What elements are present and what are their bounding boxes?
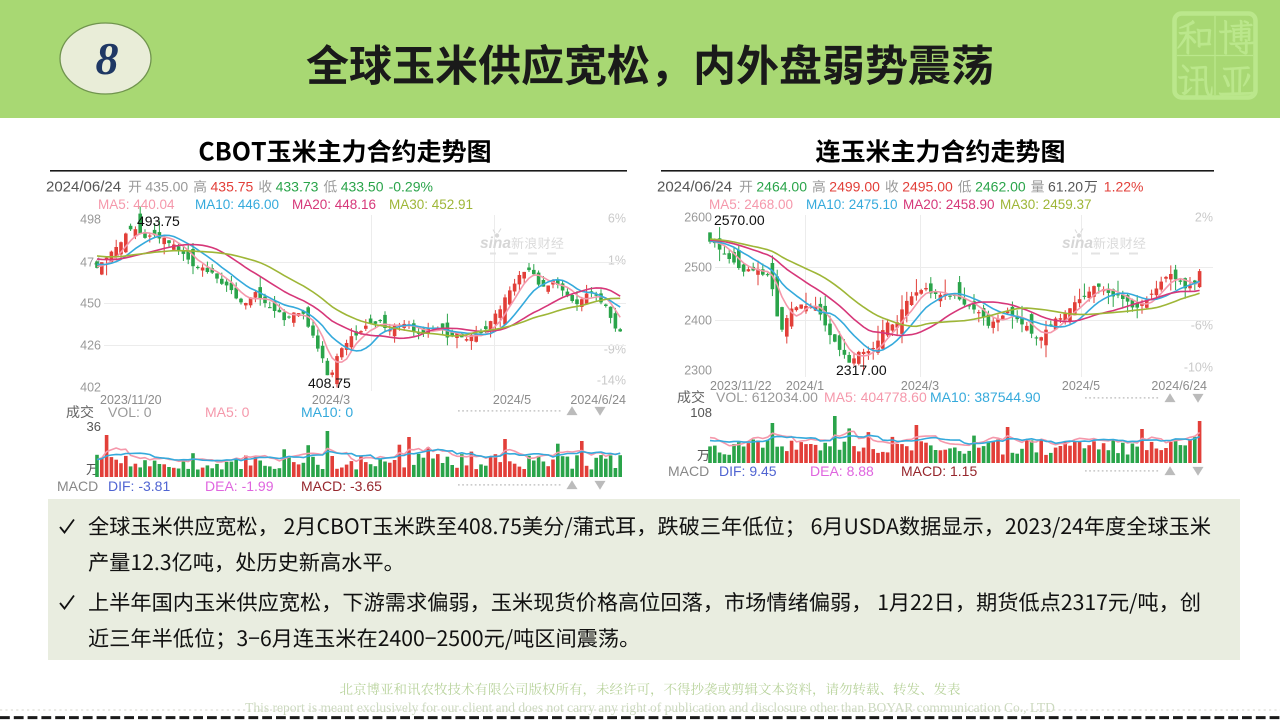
svg-text:MA10: 446.00: MA10: 446.00 xyxy=(195,197,279,212)
svg-text:MA10: 387544.90: MA10: 387544.90 xyxy=(930,389,1041,405)
svg-text:MACD: MACD xyxy=(57,478,98,494)
svg-text:This report is meant exclusive: This report is meant exclusively for our… xyxy=(245,700,1055,715)
svg-text:426: 426 xyxy=(80,339,101,353)
svg-text:2024/1: 2024/1 xyxy=(786,379,824,393)
svg-text:402: 402 xyxy=(80,381,101,395)
svg-text:2023/11/20: 2023/11/20 xyxy=(100,393,162,407)
svg-text:-6%: -6% xyxy=(1191,319,1213,333)
svg-text:433.50: 433.50 xyxy=(341,179,384,195)
svg-text:1.22%: 1.22% xyxy=(1104,179,1144,195)
svg-text:2495.00: 2495.00 xyxy=(902,179,953,195)
svg-text:2317.00: 2317.00 xyxy=(836,362,887,378)
svg-text:1%: 1% xyxy=(608,254,626,268)
svg-text:61.20: 61.20 xyxy=(1048,179,1083,195)
svg-text:sina: sina xyxy=(480,235,511,252)
svg-text:435.75: 435.75 xyxy=(211,179,254,195)
svg-text:MA30: 2459.37: MA30: 2459.37 xyxy=(1000,197,1092,212)
svg-text:DEA: 8.88: DEA: 8.88 xyxy=(810,463,874,479)
svg-text:2024/6/24: 2024/6/24 xyxy=(1151,379,1207,393)
svg-text:2600: 2600 xyxy=(684,211,712,225)
svg-text:408.75: 408.75 xyxy=(308,375,351,391)
svg-text:2%: 2% xyxy=(1195,211,1213,225)
svg-text:MA5: 2468.00: MA5: 2468.00 xyxy=(709,197,793,212)
svg-text:MA5: 0: MA5: 0 xyxy=(205,404,250,420)
svg-text:2462.00: 2462.00 xyxy=(975,179,1026,195)
svg-text:2024/06/24: 2024/06/24 xyxy=(46,179,121,196)
svg-text:MACD: MACD xyxy=(668,463,709,479)
svg-text:MA5: 404778.60: MA5: 404778.60 xyxy=(824,389,927,405)
svg-text:DEA: -1.99: DEA: -1.99 xyxy=(205,478,274,494)
svg-text:MA20: 2458.90: MA20: 2458.90 xyxy=(903,197,995,212)
svg-text:MA10: 2475.10: MA10: 2475.10 xyxy=(806,197,898,212)
svg-text:MA30: 452.91: MA30: 452.91 xyxy=(389,197,473,212)
svg-text:2570.00: 2570.00 xyxy=(714,212,765,228)
svg-text:2024/5: 2024/5 xyxy=(493,393,531,407)
svg-text:433.73: 433.73 xyxy=(276,179,319,195)
svg-text:DIF: -3.81: DIF: -3.81 xyxy=(108,478,170,494)
svg-text:498: 498 xyxy=(80,213,101,227)
svg-text:-0.29%: -0.29% xyxy=(389,179,433,195)
svg-text:MA5: 440.04: MA5: 440.04 xyxy=(98,197,175,212)
svg-text:MA20: 448.16: MA20: 448.16 xyxy=(292,197,376,212)
svg-text:-14%: -14% xyxy=(597,374,626,388)
svg-text:2024/3: 2024/3 xyxy=(901,379,939,393)
svg-text:-9%: -9% xyxy=(604,343,626,357)
svg-text:MACD: -3.65: MACD: -3.65 xyxy=(301,478,382,494)
svg-text:2499.00: 2499.00 xyxy=(829,179,880,195)
svg-text:MACD: 1.15: MACD: 1.15 xyxy=(901,463,977,479)
svg-text:2024/5: 2024/5 xyxy=(1062,379,1100,393)
svg-text:2024/6/24: 2024/6/24 xyxy=(570,393,626,407)
svg-text:450: 450 xyxy=(80,297,101,311)
svg-text:8: 8 xyxy=(96,33,119,84)
svg-text:493.75: 493.75 xyxy=(137,213,180,229)
svg-text:2500: 2500 xyxy=(684,261,712,275)
svg-text:2400: 2400 xyxy=(684,314,712,328)
svg-text:435.00: 435.00 xyxy=(145,179,188,195)
svg-text:sina: sina xyxy=(1062,235,1093,252)
svg-text:36: 36 xyxy=(87,419,101,434)
svg-text:VOL: 612034.00: VOL: 612034.00 xyxy=(716,389,818,405)
svg-text:2464.00: 2464.00 xyxy=(756,179,807,195)
svg-text:DIF: 9.45: DIF: 9.45 xyxy=(719,463,777,479)
svg-text:MA10: 0: MA10: 0 xyxy=(301,404,353,420)
svg-text:6%: 6% xyxy=(608,212,626,226)
svg-text:2024/06/24: 2024/06/24 xyxy=(657,179,732,196)
svg-text:-10%: -10% xyxy=(1184,361,1213,375)
svg-text:2023/11/22: 2023/11/22 xyxy=(710,379,772,393)
svg-text:2024/3: 2024/3 xyxy=(312,393,350,407)
svg-text:VOL: 0: VOL: 0 xyxy=(108,404,152,420)
svg-text:2300: 2300 xyxy=(684,364,712,378)
svg-text:108: 108 xyxy=(690,405,712,420)
